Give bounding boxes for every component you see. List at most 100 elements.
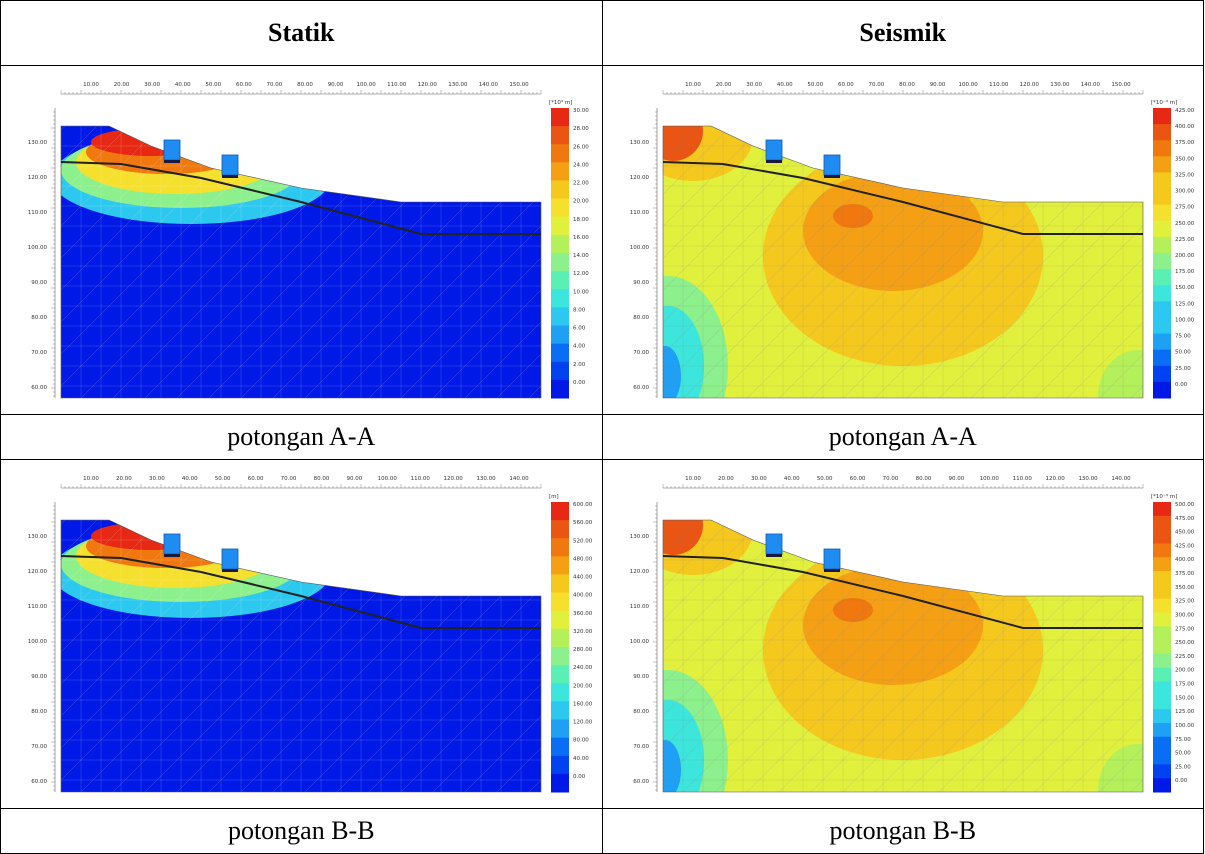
x-tick-label: 30.00 [746,82,762,88]
legend-color-swatch [1152,571,1171,586]
legend-value-label: 225.00 [1175,237,1195,243]
legend-value-label: 75.00 [1175,334,1191,340]
legend-value-label: 400.00 [1175,557,1195,563]
soil-outline [60,125,542,399]
legend-value-label: 600.00 [573,502,593,508]
legend-color-swatch [1152,515,1171,531]
legend-value-label: 25.00 [1175,764,1191,770]
x-tick-label: 120.00 [1019,82,1039,88]
y-tick-label: 80.00 [633,315,649,321]
legend-value-label: 475.00 [1175,516,1195,522]
x-tick-label: 140.00 [1111,476,1131,482]
mesh-line [662,520,759,792]
legend-value-label: 300.00 [1175,189,1195,195]
y-tick-label: 60.00 [633,779,649,785]
legend-color-swatch [551,574,569,594]
legend-color-swatch [1152,640,1171,655]
contour-plot-bb-seismik: 10.00 20.00 30.00 40.00 50.00 60.00 70.00 80.00… [629,476,1195,793]
x-tick-label: 90.00 [328,82,344,88]
legend-value-label: 175.00 [1175,682,1195,688]
x-tick-label: 120.00 [1045,476,1065,482]
y-tick-label: 120.00 [28,175,48,181]
mesh-line [368,520,541,792]
contour-band [91,128,211,156]
x-tick-label: 70.00 [281,476,297,482]
legend-color-swatch [1152,612,1171,627]
x-tick-label: 110.00 [411,476,431,482]
x-tick-label: 10.00 [83,476,99,482]
legend-value-label: 350.00 [1175,585,1195,591]
soil-outline [662,125,1143,399]
legend-value-label: 240.00 [573,665,593,671]
contour-band [802,565,983,685]
legend-color-swatch [1152,722,1171,738]
x-tick-label: 150.00 [509,82,529,88]
x-tick-label: 20.00 [718,476,734,482]
legend-color-swatch [551,289,569,308]
x-tick-label: 110.00 [989,82,1009,88]
legend-value-label: 375.00 [1175,140,1195,146]
x-tick-label: 140.00 [509,476,529,482]
legend-value-label: 10.00 [573,289,589,295]
legend-value-label: 320.00 [573,629,593,635]
x-tick-label: 80.00 [314,476,330,482]
foundation-base [164,554,180,557]
legend-color-swatch [551,719,569,739]
contour-plot-bb-statik: 10.00 20.00 30.00 40.00 50.00 60.00 70.00 80.00… [28,476,593,793]
y-tick-label: 70.00 [633,744,649,750]
legend-unit-label: [m] [549,494,559,500]
x-tick-label: 100.00 [357,82,377,88]
x-tick-label: 130.00 [1078,476,1098,482]
legend-value-label: 50.00 [1175,751,1191,757]
soil-body [61,126,541,398]
legend-color-swatch [551,343,569,363]
x-tick-label: 110.00 [387,82,407,88]
legend-value-label: 14.00 [573,253,589,259]
mesh-line [61,520,190,792]
mesh-line [906,520,1143,792]
legend-value-label: 200.00 [573,683,593,689]
legend-value-label: 16.00 [573,235,589,241]
legend-color-swatch [1152,365,1171,383]
header-seismik: Seismik [601,0,1204,66]
legend-value-label: 100.00 [1175,723,1195,729]
x-tick-label: 60.00 [236,82,252,88]
legend-value-label: 4.00 [573,344,586,350]
legend-value-label: 28.00 [573,126,589,132]
foundation-base [765,160,782,163]
legend-color-swatch [551,556,569,575]
legend-value-label: 250.00 [1175,221,1195,227]
legend-color-swatch [1152,736,1171,752]
y-tick-label: 120.00 [629,175,649,181]
y-tick-label: 70.00 [31,744,47,750]
legend-color-swatch [1152,626,1171,641]
mesh-line [662,520,727,792]
y-tick-label: 110.00 [629,604,649,610]
y-tick-label: 60.00 [31,385,47,391]
foundation-block [765,533,782,555]
legend-color-swatch [1152,681,1171,696]
contour-band [832,204,873,228]
y-tick-label: 110.00 [629,210,649,216]
x-tick-label: 30.00 [149,476,165,482]
x-tick-label: 30.00 [750,476,766,482]
legend-value-label: 325.00 [1175,599,1195,605]
x-tick-label: 30.00 [144,82,160,88]
contour-band [91,522,211,550]
legend-color-swatch [1152,653,1171,669]
mesh-line [464,126,541,398]
legend-color-swatch [551,325,569,345]
y-tick-label: 80.00 [633,709,649,715]
slip-layer-line [662,161,1143,235]
mesh-line [970,520,1143,792]
legend-color-swatch [1152,584,1171,600]
x-tick-label: 80.00 [915,476,931,482]
slip-layer-line [662,555,1143,629]
legend-color-swatch [551,737,569,757]
legend-color-swatch [1152,349,1171,367]
legend-value-label: 75.00 [1175,737,1191,743]
fem-mesh [61,126,541,398]
x-tick-label: 50.00 [205,82,221,88]
caption-bb-statik: potongan B-B [0,808,603,854]
